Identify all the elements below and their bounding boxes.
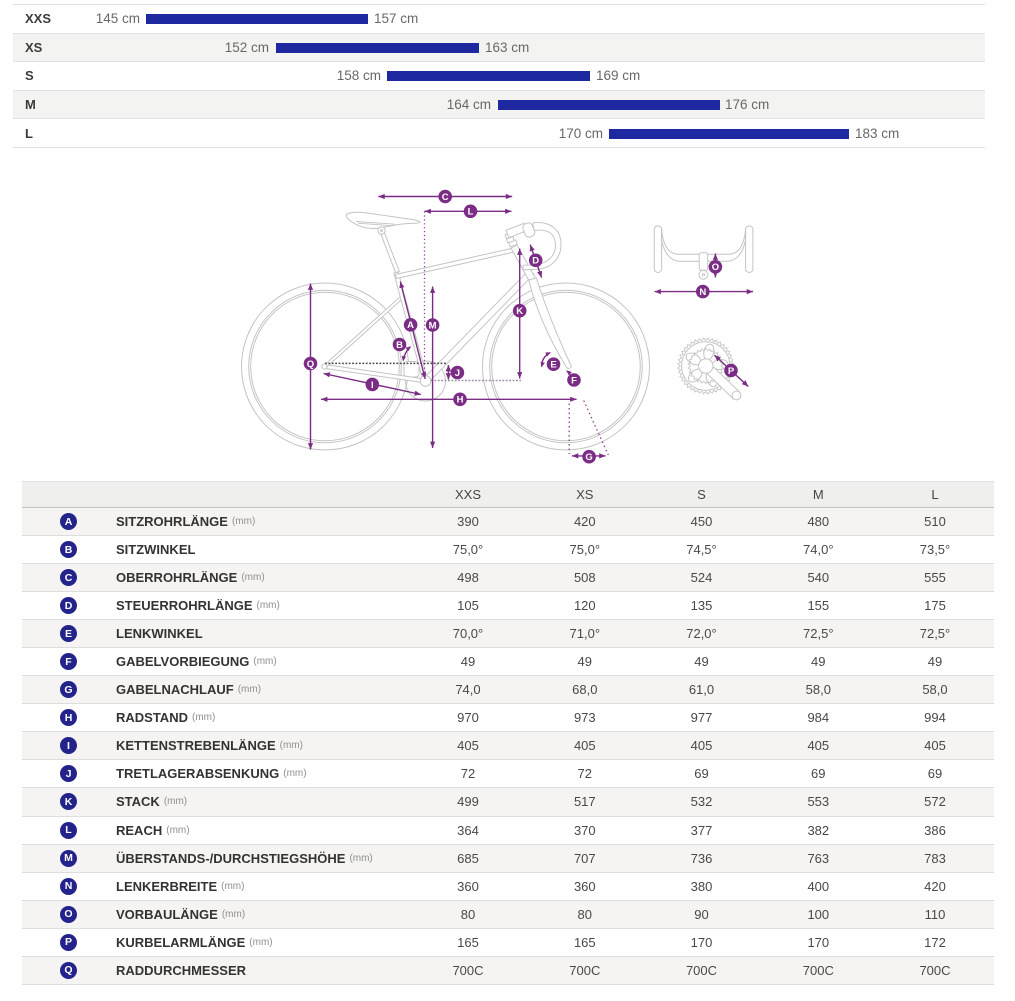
svg-text:Q: Q xyxy=(307,359,314,370)
svg-text:L: L xyxy=(468,207,474,218)
svg-text:A: A xyxy=(407,320,414,331)
svg-text:J: J xyxy=(455,368,460,379)
svg-text:N: N xyxy=(699,287,706,298)
svg-text:I: I xyxy=(371,380,374,391)
svg-text:F: F xyxy=(571,375,577,386)
svg-text:C: C xyxy=(442,192,449,203)
svg-text:G: G xyxy=(585,452,592,463)
svg-text:D: D xyxy=(532,256,539,267)
svg-text:E: E xyxy=(550,360,556,371)
svg-text:B: B xyxy=(396,340,403,351)
svg-text:O: O xyxy=(712,262,719,273)
svg-text:M: M xyxy=(429,320,437,331)
svg-text:K: K xyxy=(516,306,523,317)
svg-text:H: H xyxy=(457,395,464,406)
svg-text:P: P xyxy=(728,366,735,377)
